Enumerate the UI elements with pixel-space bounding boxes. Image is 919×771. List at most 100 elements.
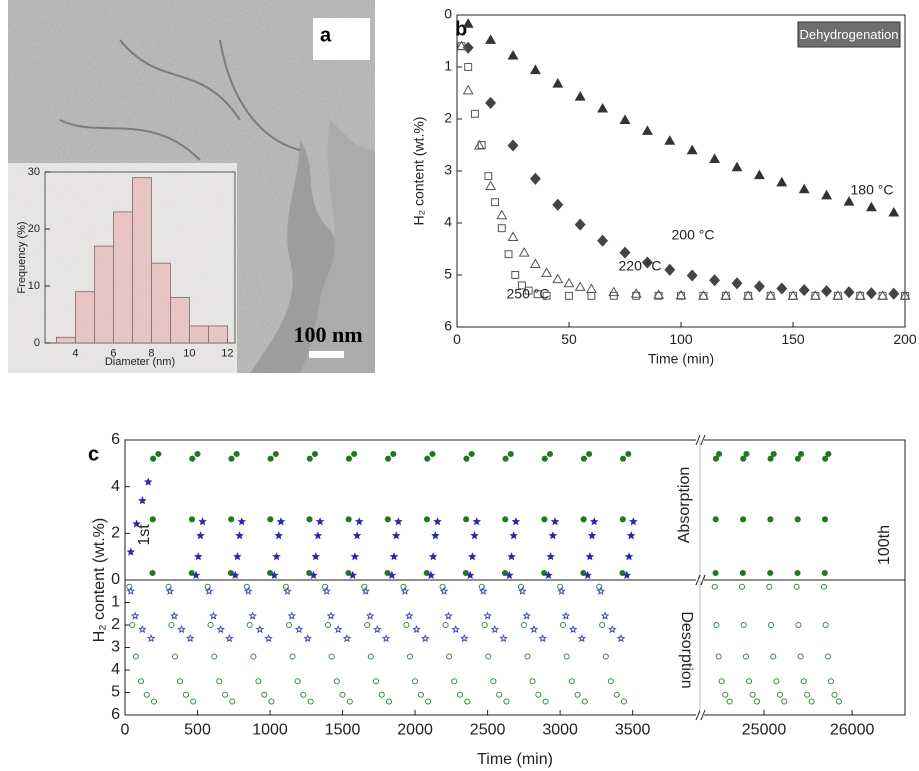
data-point bbox=[423, 516, 431, 523]
data-point bbox=[483, 611, 492, 620]
data-point bbox=[385, 698, 393, 705]
data-point bbox=[143, 477, 153, 486]
data-point bbox=[574, 691, 581, 698]
data-point bbox=[150, 455, 157, 462]
data-point bbox=[462, 84, 474, 95]
data-point bbox=[442, 621, 449, 629]
data-point bbox=[394, 517, 403, 526]
y-tick-label: 4 bbox=[111, 478, 120, 495]
data-point bbox=[580, 516, 587, 523]
data-point bbox=[130, 611, 140, 620]
data-point bbox=[345, 455, 352, 462]
data-point bbox=[507, 231, 519, 241]
data-point bbox=[620, 455, 627, 462]
data-point bbox=[794, 569, 801, 577]
data-point bbox=[282, 583, 290, 590]
data-point bbox=[561, 611, 571, 620]
data-point bbox=[833, 291, 842, 300]
data-point bbox=[542, 291, 551, 300]
data-point bbox=[507, 49, 519, 60]
data-point bbox=[303, 634, 313, 643]
data-point bbox=[190, 698, 197, 705]
data-point bbox=[602, 653, 609, 660]
data-point bbox=[457, 42, 466, 51]
data-point bbox=[324, 621, 332, 629]
data-point bbox=[272, 450, 279, 458]
data-point bbox=[328, 653, 335, 660]
series-label: 200 °C bbox=[672, 227, 715, 243]
data-point bbox=[378, 691, 385, 698]
data-point bbox=[470, 531, 479, 540]
data-point bbox=[529, 678, 536, 685]
data-point bbox=[126, 547, 136, 556]
data-point bbox=[403, 621, 410, 629]
data-point bbox=[255, 678, 262, 685]
y-tick-label: 3 bbox=[111, 639, 120, 656]
data-point bbox=[485, 653, 492, 660]
y-axis-label: H₂ content (wt.%) bbox=[411, 117, 427, 226]
data-point bbox=[451, 625, 460, 634]
data-point bbox=[165, 583, 172, 590]
data-point bbox=[204, 583, 211, 590]
data-point bbox=[856, 291, 865, 300]
legend-box-label: Dehydrogenation bbox=[799, 27, 898, 42]
data-point bbox=[804, 691, 811, 698]
plot-frame bbox=[124, 579, 906, 716]
data-point bbox=[484, 172, 493, 181]
data-point bbox=[699, 291, 708, 300]
annotation: 100th bbox=[876, 525, 893, 565]
data-point bbox=[243, 583, 250, 590]
x-tick-label: 200 bbox=[893, 331, 917, 347]
data-point bbox=[770, 653, 777, 660]
y-tick-label: 1 bbox=[111, 594, 120, 611]
data-point bbox=[753, 698, 761, 705]
data-point bbox=[630, 288, 642, 298]
data-point bbox=[511, 517, 521, 526]
y-tick-label: 6 bbox=[111, 431, 120, 448]
data-point bbox=[529, 64, 541, 75]
data-point bbox=[274, 531, 284, 540]
data-point bbox=[535, 691, 542, 698]
data-point bbox=[230, 570, 240, 579]
data-point bbox=[294, 678, 301, 685]
data-point bbox=[608, 286, 620, 297]
x-tick-label: 500 bbox=[184, 721, 211, 738]
data-point bbox=[524, 653, 531, 660]
data-point bbox=[744, 291, 753, 300]
data-point bbox=[766, 583, 773, 590]
data-point bbox=[742, 653, 750, 660]
data-point bbox=[478, 586, 488, 595]
x-tick-label: 10 bbox=[183, 347, 195, 359]
axis-break-mark bbox=[695, 709, 701, 721]
data-point bbox=[821, 285, 833, 298]
data-point bbox=[811, 291, 820, 300]
x-tick-label: 50 bbox=[561, 331, 577, 347]
data-point bbox=[426, 570, 436, 579]
data-point bbox=[322, 583, 329, 590]
data-point bbox=[502, 455, 509, 462]
data-point bbox=[550, 517, 560, 526]
y-tick-label: 2 bbox=[111, 525, 120, 542]
data-point bbox=[552, 198, 564, 211]
data-point bbox=[235, 531, 244, 540]
data-point bbox=[193, 552, 203, 561]
data-point bbox=[460, 634, 469, 643]
data-point bbox=[346, 698, 353, 705]
data-point bbox=[463, 516, 470, 523]
y-axis-label: H₂ content (wt.%) bbox=[91, 518, 108, 642]
data-point bbox=[587, 291, 596, 300]
data-point bbox=[354, 517, 364, 526]
data-point bbox=[825, 450, 832, 458]
data-point bbox=[333, 678, 340, 685]
data-point bbox=[497, 224, 506, 233]
histogram-bar bbox=[75, 291, 95, 344]
data-point bbox=[490, 678, 497, 685]
data-point bbox=[250, 653, 257, 660]
data-point bbox=[129, 621, 136, 629]
series-label: 180 °C bbox=[851, 182, 894, 198]
histogram-bar bbox=[207, 325, 228, 344]
data-point bbox=[439, 586, 449, 595]
data-point bbox=[315, 517, 325, 526]
